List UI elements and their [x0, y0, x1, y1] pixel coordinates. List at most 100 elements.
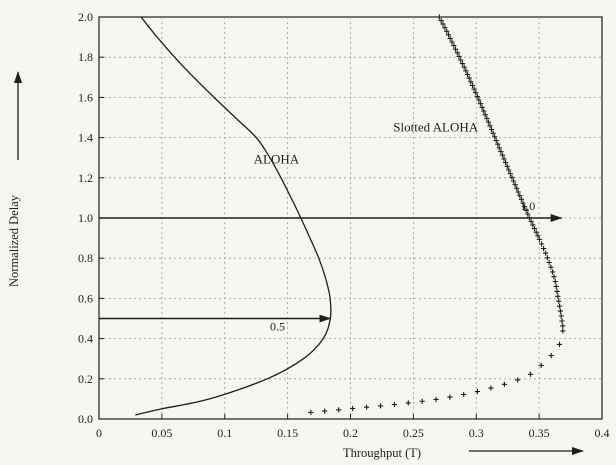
series-slotted-aloha-marker — [495, 141, 501, 147]
series-slotted-aloha-marker — [477, 101, 484, 107]
series-slotted-aloha-marker — [551, 274, 557, 280]
y-tick-label: 1.8 — [78, 50, 93, 64]
series-slotted-aloha-marker — [518, 196, 524, 202]
series-slotted-aloha-marker — [405, 400, 411, 406]
series-slotted-aloha-marker — [488, 126, 495, 133]
series-slotted-aloha-marker — [487, 123, 493, 129]
series-slotted-aloha-marker — [560, 328, 566, 334]
series-slotted-aloha-marker — [557, 303, 563, 309]
series-slotted-aloha-marker — [493, 137, 499, 144]
series-slotted-aloha-marker — [503, 160, 509, 166]
x-tick-label: 0.2 — [343, 426, 358, 440]
series-slotted-aloha-marker — [531, 226, 538, 232]
series-slotted-aloha-marker — [463, 68, 469, 74]
series-slotted-aloha-marker — [322, 408, 328, 414]
series-slotted-aloha-marker — [536, 236, 543, 243]
series-slotted-aloha-marker — [556, 341, 563, 347]
series-slotted-aloha-marker — [440, 21, 446, 27]
x-axis-label: Throughput (T) — [343, 446, 421, 460]
series-slotted-aloha-marker — [474, 388, 480, 395]
series-slotted-aloha-marker — [528, 218, 534, 224]
series-slotted-aloha-marker — [433, 396, 439, 402]
series-slotted-aloha-marker — [436, 14, 442, 20]
series-slotted-aloha-marker — [510, 178, 517, 184]
series-slotted-aloha-marker — [447, 35, 453, 41]
series-slotted-aloha-marker — [466, 75, 472, 81]
y-tick-label: 0.2 — [78, 372, 93, 386]
series-slotted-aloha-marker — [509, 174, 515, 180]
series-slotted-aloha-marker — [488, 385, 494, 391]
series-slotted-aloha-marker — [533, 229, 539, 235]
series-slotted-aloha-marker — [501, 381, 507, 387]
series-slotted-aloha-marker — [527, 371, 534, 377]
series-slotted-aloha-marker — [456, 53, 462, 59]
series-slotted-aloha-marker — [553, 283, 559, 289]
series-slotted-aloha-marker — [449, 39, 455, 45]
series-slotted-aloha-marker — [484, 115, 490, 121]
series-slotted-aloha-marker — [490, 130, 496, 136]
series-slotted-aloha-marker — [454, 50, 460, 56]
series-slotted-aloha-marker — [552, 278, 558, 285]
series-slotted-aloha-marker — [498, 149, 504, 155]
y-tick-label: 0.8 — [78, 251, 93, 265]
tick-labels: 0 0.05 0.1 0.15 0.2 0.25 0.3 0.35 0.4 0.0 0.2 0.4 0.… — [78, 10, 610, 440]
series-slotted-aloha-marker — [548, 353, 554, 359]
series-slotted-aloha-marker — [559, 318, 565, 324]
series-slotted-aloha-marker — [522, 204, 528, 210]
x-tick-label: 0.3 — [469, 426, 484, 440]
series-slotted-aloha-marker — [461, 391, 467, 398]
x-tick-label: 0.15 — [277, 426, 298, 440]
y-tick-label: 1.0 — [78, 211, 93, 225]
series-slotted-aloha-marker — [492, 134, 498, 140]
series-slotted-aloha-marker — [469, 82, 476, 88]
series-slotted-aloha-marker — [515, 377, 521, 383]
series-slotted-aloha-marker — [523, 207, 529, 213]
series-slotted-aloha-marker — [438, 18, 444, 24]
series-slotted-aloha-marker — [535, 233, 541, 239]
series-slotted-aloha-marker — [447, 394, 453, 400]
series-slotted-aloha-marker — [350, 405, 356, 412]
y-tick-label: 1.2 — [78, 171, 93, 185]
series-slotted-aloha-marker — [506, 167, 512, 173]
x-tick-label: 0.05 — [151, 426, 172, 440]
series-slotted-aloha-marker — [419, 398, 425, 404]
series-slotted-aloha-marker — [499, 152, 506, 158]
series-slotted-aloha-marker — [468, 79, 474, 85]
series-slotted-aloha-marker — [538, 362, 544, 368]
series-slotted-aloha-marker — [479, 104, 485, 110]
series-slotted-aloha-marker — [473, 90, 479, 96]
series-slotted-aloha-marker — [515, 189, 521, 195]
series-slotted-aloha-marker — [451, 43, 457, 49]
y-axis-label: Normalized Delay — [7, 194, 21, 287]
series-slotted-aloha-marker — [452, 46, 459, 52]
series-slotted-aloha-marker — [546, 259, 552, 266]
series-slotted-aloha-marker — [530, 222, 536, 228]
series-slotted-aloha-marker — [520, 200, 526, 206]
annotations: 0.5 1.0 ALOHA Slotted ALOHA — [99, 120, 563, 334]
series-slotted-aloha-marker — [458, 57, 464, 63]
series-slotted-aloha-marker — [554, 288, 560, 294]
series-slotted-aloha-marker — [560, 323, 566, 329]
y-tick-label: 1.4 — [78, 131, 93, 145]
series-slotted-aloha-marker — [476, 97, 482, 103]
x-tick-label: 0.1 — [217, 426, 232, 440]
series-slotted-aloha-marker — [474, 93, 480, 99]
series-slotted-aloha-marker — [507, 171, 513, 177]
y-tick-label: 2.0 — [78, 10, 93, 24]
series-slotted-aloha-marker — [461, 64, 467, 70]
y-tick-label: 1.6 — [78, 90, 93, 104]
series-slotted-aloha-marker — [504, 163, 510, 169]
series-slotted-aloha-marker — [336, 407, 342, 413]
series-slotted-aloha-marker — [377, 403, 384, 409]
series-slotted-aloha-marker — [558, 313, 564, 319]
series-slotted-aloha-marker — [550, 269, 556, 275]
series-slotted-aloha-marker — [445, 32, 452, 38]
series-slotted-aloha-marker — [464, 71, 471, 78]
series-slotted-aloha-marker — [459, 61, 466, 67]
x-tick-label: 0.4 — [595, 426, 610, 440]
series-slotted-aloha-marker — [541, 246, 547, 252]
series-aloha-line — [135, 16, 332, 416]
series-slotted-aloha-marker — [525, 211, 531, 217]
series-slotted-aloha-marker — [548, 264, 554, 270]
